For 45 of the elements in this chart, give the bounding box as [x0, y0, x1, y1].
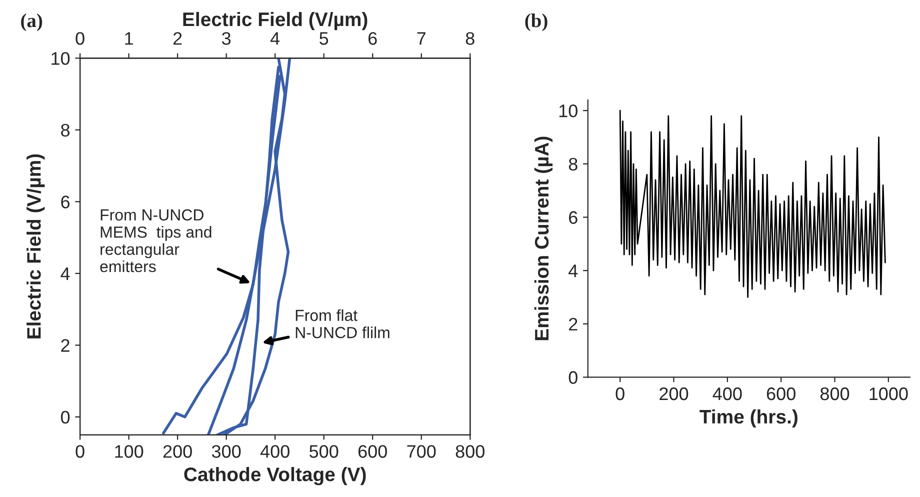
x2-tick-label: 7 — [417, 32, 426, 45]
x2-tick-label: 3 — [222, 32, 231, 45]
y-axis-title: Emission Current (µA) — [534, 136, 553, 340]
x-tick-label: 600 — [766, 387, 796, 400]
x2-tick-label: 0 — [76, 32, 84, 45]
y-tick-label: 0 — [568, 371, 578, 384]
y-tick-label: 4 — [568, 264, 578, 278]
x2-tick-label: 6 — [368, 32, 377, 45]
y-tick-label: 2 — [569, 318, 578, 330]
annotation: From flat N-UNCD flilm — [296, 309, 390, 338]
y-axis-title: Electric Field (V/µm) — [26, 154, 45, 338]
text: (b) — [525, 14, 548, 32]
x-tick-label: 800 — [456, 445, 484, 458]
y-tick-label: 6 — [569, 211, 578, 224]
y-tick-label: 0 — [60, 410, 70, 424]
x-tick-label: 400 — [260, 445, 290, 458]
y-tick-label: 10 — [52, 52, 70, 65]
x-tick-label: 600 — [358, 445, 387, 458]
x2-tick-label: 2 — [173, 32, 182, 45]
y-tick-label: 8 — [568, 158, 578, 171]
x2-tick-label: 8 — [466, 32, 474, 45]
x-tick-label: 700 — [407, 445, 436, 458]
x-tick-label: 1000 — [870, 387, 908, 400]
text: (a) — [21, 14, 42, 32]
x-tick-label: 0 — [76, 445, 84, 458]
y-tick-label: 6 — [61, 196, 70, 208]
x-tick-label: 100 — [115, 445, 144, 458]
x-tick-label: 800 — [820, 387, 850, 400]
y-tick-label: 2 — [61, 339, 70, 352]
y-tick-label: 4 — [60, 268, 70, 280]
annotation: From N-UNCD MEMS tips and rectangular emitters — [100, 209, 212, 272]
x-tick-label: 200 — [163, 445, 192, 458]
x-tick-label: 400 — [712, 387, 742, 400]
y-tick-label: 10 — [559, 104, 578, 118]
x-tick-label: 200 — [660, 387, 688, 400]
x-tick-label: 300 — [212, 445, 241, 458]
x2-axis-title: Electric Field (V/µm) — [183, 12, 368, 30]
x-axis-title: Cathode Voltage (V) — [184, 466, 366, 486]
x2-tick-label: 4 — [270, 32, 280, 45]
x-tick-label: 500 — [310, 445, 338, 458]
x2-tick-label: 1 — [125, 32, 133, 45]
y-tick-label: 8 — [61, 124, 70, 137]
x-axis-title: Time (hrs.) — [700, 409, 798, 428]
x2-tick-label: 5 — [320, 32, 328, 45]
x-tick-label: 0 — [616, 387, 624, 400]
